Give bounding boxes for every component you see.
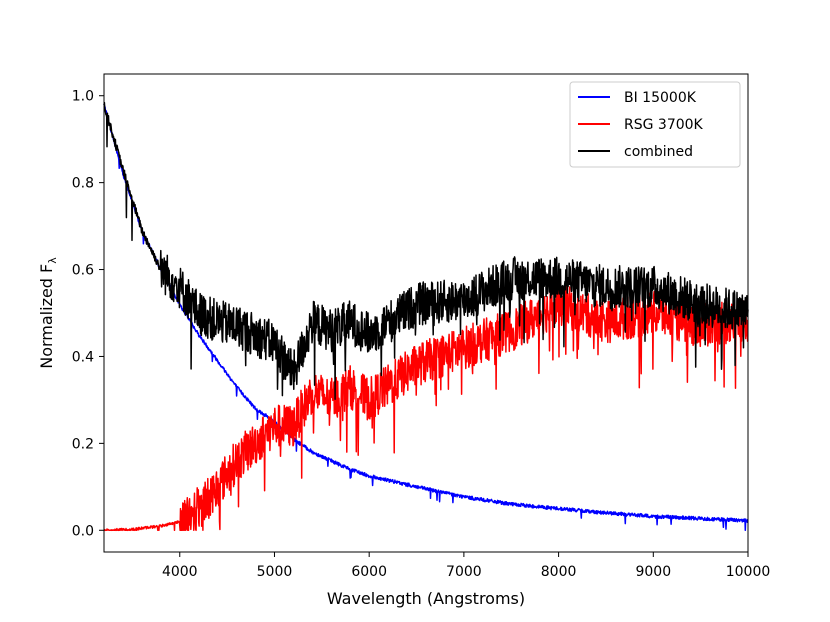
plot-frame bbox=[103, 73, 749, 553]
x-tick-label: 6000 bbox=[351, 564, 387, 580]
legend-label-combined: combined bbox=[624, 144, 693, 160]
y-tick-label: 0.4 bbox=[72, 349, 94, 365]
y-tick-label: 0.8 bbox=[72, 176, 94, 192]
x-tick-label: 7000 bbox=[446, 564, 482, 580]
legend-box bbox=[569, 81, 741, 168]
x-tick-label: 8000 bbox=[541, 564, 577, 580]
x-tick-label: 5000 bbox=[257, 564, 293, 580]
y-tick-label: 0.2 bbox=[72, 436, 94, 452]
y-tick-label: 0.6 bbox=[72, 263, 94, 279]
y-axis-label: Normalized Fλ bbox=[37, 257, 59, 369]
series-line-bi-15000k bbox=[103, 103, 749, 532]
x-tick-label: 10000 bbox=[726, 564, 771, 580]
x-axis-label: Wavelength (Angstroms) bbox=[327, 589, 525, 608]
legend-label-bi: BI 15000K bbox=[624, 90, 697, 106]
y-axis-ticks: 0.0 0.2 0.4 0.6 0.8 1.0 bbox=[72, 89, 104, 539]
y-tick-label: 1.0 bbox=[72, 89, 94, 105]
series-line-rsg-3700k bbox=[103, 282, 749, 532]
legend: BI 15000K RSG 3700K combined bbox=[569, 81, 741, 168]
legend-label-rsg: RSG 3700K bbox=[624, 117, 704, 133]
y-tick-label: 0.0 bbox=[72, 523, 94, 539]
x-tick-label: 4000 bbox=[162, 564, 198, 580]
y-axis-label-subscript: λ bbox=[46, 257, 59, 264]
series-line-combined bbox=[103, 101, 749, 400]
x-axis-ticks: 4000 5000 6000 7000 8000 9000 10000 bbox=[162, 552, 770, 580]
series-layer bbox=[103, 101, 749, 532]
x-tick-label: 9000 bbox=[635, 564, 671, 580]
